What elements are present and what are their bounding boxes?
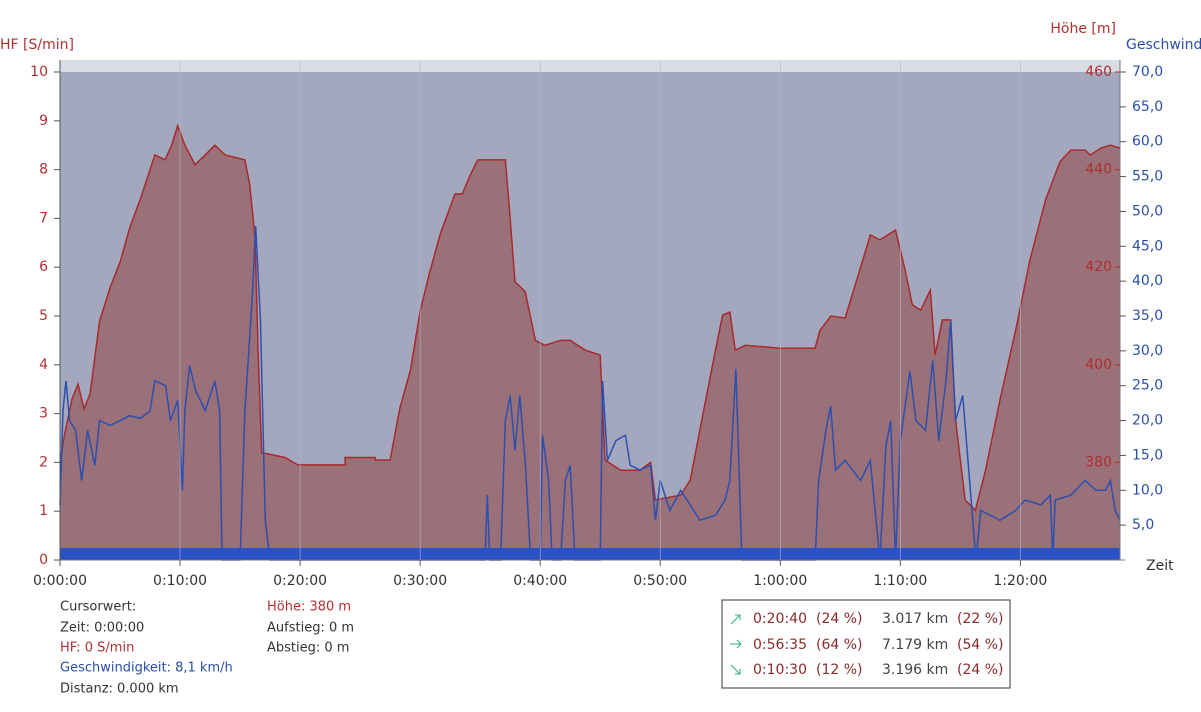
stats-cell: (12 %) [816,662,863,678]
y2-tick-label: 400 [1085,357,1112,373]
elevation-line [59,123,1121,512]
y-tick-label: 10 [30,64,48,80]
cursor-heading: Cursorwert: [60,600,136,615]
y-tick-label: 5 [39,308,48,324]
arrow-flat [730,639,742,649]
y-tick-label: 1 [39,503,48,519]
y-tick-label: 8 [39,162,48,178]
y2-tick-label: 460 [1085,64,1112,80]
stats-frame [721,599,1011,689]
stats-cell: (64 %) [816,637,863,653]
cursor-hf: HF: 0 S/min [60,641,134,656]
y3-tick-label: 65,0 [1132,99,1163,115]
y3-tick-label: 5,0 [1132,517,1154,533]
y3-tick-label: 70,0 [1132,64,1163,80]
y-tick-label: 4 [39,357,48,373]
y3-tick-label: 50,0 [1132,203,1163,219]
plot [59,60,1121,561]
x-tick-label: 0:40:00 [513,573,567,589]
plot-top-strip [60,60,1120,72]
y3-tick-label: 40,0 [1132,273,1163,289]
y3-tick-label: 25,0 [1132,378,1163,394]
cursor-info: Cursorwert: Zeit: 0:00:00 HF: 0 S/min Ge… [60,600,354,697]
y2-tick-label: 440 [1085,162,1112,178]
stats-cell: 0:10:30 [753,662,807,678]
y2-tick-label: 380 [1085,454,1112,470]
stats-cell: (24 %) [957,662,1004,678]
y2-tick-label: 420 [1085,259,1112,275]
arrow-down [730,664,741,675]
y3-tick-label: 45,0 [1132,238,1163,254]
y-tick-label: 7 [39,210,48,226]
y3-label: Geschwindigkeit [1126,37,1201,53]
y-tick-label: 2 [39,454,48,470]
cursor-ascent: Aufstieg: 0 m [267,621,354,636]
x-tick-label: 0:50:00 [633,573,687,589]
cursor-speed: Geschwindigkeit: 8,1 km/h [60,661,233,676]
x-tick-label: 0:10:00 [153,573,207,589]
y3-tick-label: 55,0 [1132,169,1163,185]
y-tick-label: 0 [39,552,48,568]
x-tick-label: 1:00:00 [753,573,807,589]
stats-cell: 0:20:40 [753,611,807,627]
stats-box [721,599,1011,689]
x-tick-label: 1:20:00 [993,573,1047,589]
y3-tick-label: 60,0 [1132,134,1163,150]
y-tick-label: 9 [39,113,48,129]
y3-tick-label: 35,0 [1132,308,1163,324]
stats-cell: 3.017 km [882,611,948,627]
x-tick-label: 0:20:00 [273,573,327,589]
stats-cell: 0:56:35 [753,637,807,653]
stats-cell: (24 %) [816,611,863,627]
stats-cell: 7.179 km [882,637,948,653]
x-tick-label: 1:10:00 [873,573,927,589]
elevation-area [60,125,1120,561]
y3-tick-label: 30,0 [1132,343,1163,359]
x-label: Zeit [1146,558,1174,574]
x-tick-label: 0:00:00 [33,573,87,589]
x-tick-label: 0:30:00 [393,573,447,589]
arrow-up [730,614,741,625]
y-label: HF [S/min] [0,37,74,53]
cursor-distance: Distanz: 0.000 km [60,682,179,697]
y3-tick-label: 20,0 [1132,413,1163,429]
y2-label: Höhe [m] [1050,21,1116,37]
stats-cell: (22 %) [957,611,1004,627]
y-tick-label: 3 [39,406,48,422]
speed-line [59,226,1121,561]
y3-tick-label: 15,0 [1132,447,1163,463]
stats-cell: (54 %) [957,637,1004,653]
stats-cell: 3.196 km [882,662,948,678]
y-tick-label: 6 [39,259,48,275]
y3-tick-label: 10,0 [1132,482,1163,498]
cursor-elevation: Höhe: 380 m [267,600,351,615]
cursor-descent: Abstieg: 0 m [267,641,349,656]
cursor-time: Zeit: 0:00:00 [60,621,144,636]
